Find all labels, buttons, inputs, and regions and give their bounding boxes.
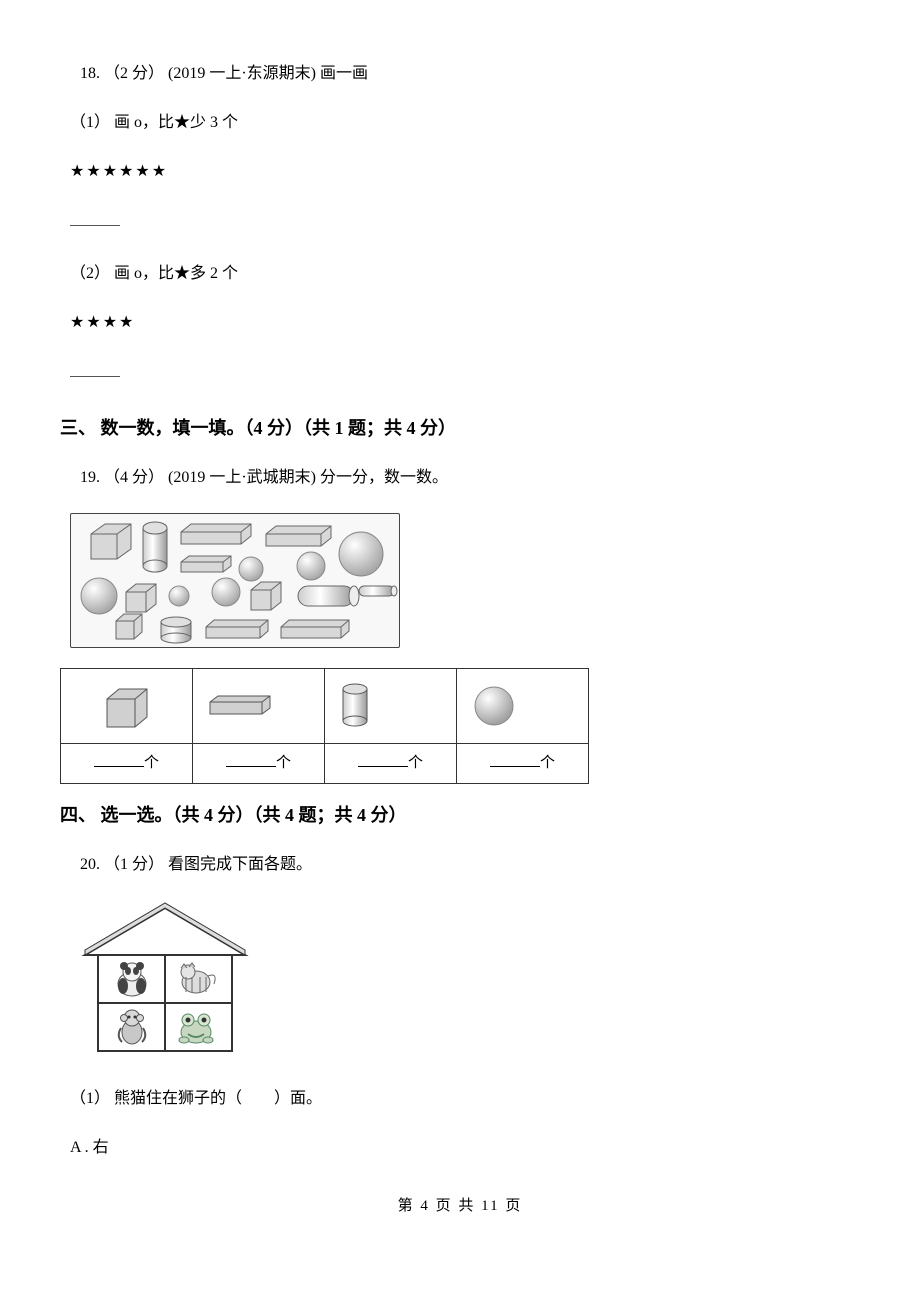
q18-stars1: ★★★★★★	[70, 158, 860, 187]
section-4-header: 四、 选一选。（共 4 分）（共 4 题；共 4 分）	[60, 799, 860, 831]
sphere-icon	[212, 578, 240, 606]
cuboid-count-cell[interactable]: 个	[193, 743, 325, 783]
cube-icon	[126, 584, 156, 612]
sphere-icon	[169, 586, 189, 606]
cuboid-icon	[181, 556, 231, 572]
cuboid-icon	[206, 620, 268, 638]
shapes-collection-box	[70, 513, 400, 648]
cylinder-cell	[325, 668, 457, 743]
cylinder-icon	[161, 617, 191, 643]
shape-count-table: 个 个 个 个	[60, 668, 589, 784]
q18-stars2: ★★★★	[70, 309, 860, 338]
q18-header: 18. （2 分） (2019 一上·东源期末) 画一画	[80, 60, 860, 89]
cylinder-count-cell[interactable]: 个	[325, 743, 457, 783]
q18-sub1: （1） 画 o，比★少 3 个	[70, 109, 860, 138]
q20-option-a[interactable]: A . 右	[70, 1134, 860, 1163]
panda-icon	[118, 962, 146, 996]
cuboid-icon	[181, 524, 251, 544]
q18-answer-line1[interactable]	[70, 206, 860, 235]
q20-sub1: （1） 熊猫住在狮子的（ ）面。	[70, 1085, 860, 1114]
cuboid-icon	[281, 620, 349, 638]
cylinder-icon	[143, 522, 167, 572]
cube-icon	[91, 524, 131, 559]
sphere-icon	[239, 557, 263, 581]
house-diagram	[70, 900, 260, 1060]
q18-sub2: （2） 画 o，比★多 2 个	[70, 260, 860, 289]
cylinder-icon	[298, 586, 359, 606]
cube-icon	[116, 614, 142, 639]
q20-header: 20. （1 分） 看图完成下面各题。	[80, 851, 860, 880]
cuboid-cell	[193, 668, 325, 743]
cube-count-cell[interactable]: 个	[61, 743, 193, 783]
sphere-icon	[81, 578, 117, 614]
cuboid-icon	[266, 526, 331, 546]
q19-header: 19. （4 分） (2019 一上·武城期末) 分一分，数一数。	[80, 464, 860, 493]
cylinder-icon	[359, 586, 397, 596]
sphere-icon	[339, 532, 383, 576]
sphere-count-cell[interactable]: 个	[457, 743, 589, 783]
section-3-header: 三、 数一数，填一填。（4 分）（共 1 题；共 4 分）	[60, 412, 860, 444]
cube-icon	[251, 582, 281, 610]
sphere-cell	[457, 668, 589, 743]
page-footer: 第 4 页 共 11 页	[60, 1193, 860, 1220]
cube-cell	[61, 668, 193, 743]
sphere-icon	[297, 552, 325, 580]
q18-answer-line2[interactable]	[70, 358, 860, 387]
